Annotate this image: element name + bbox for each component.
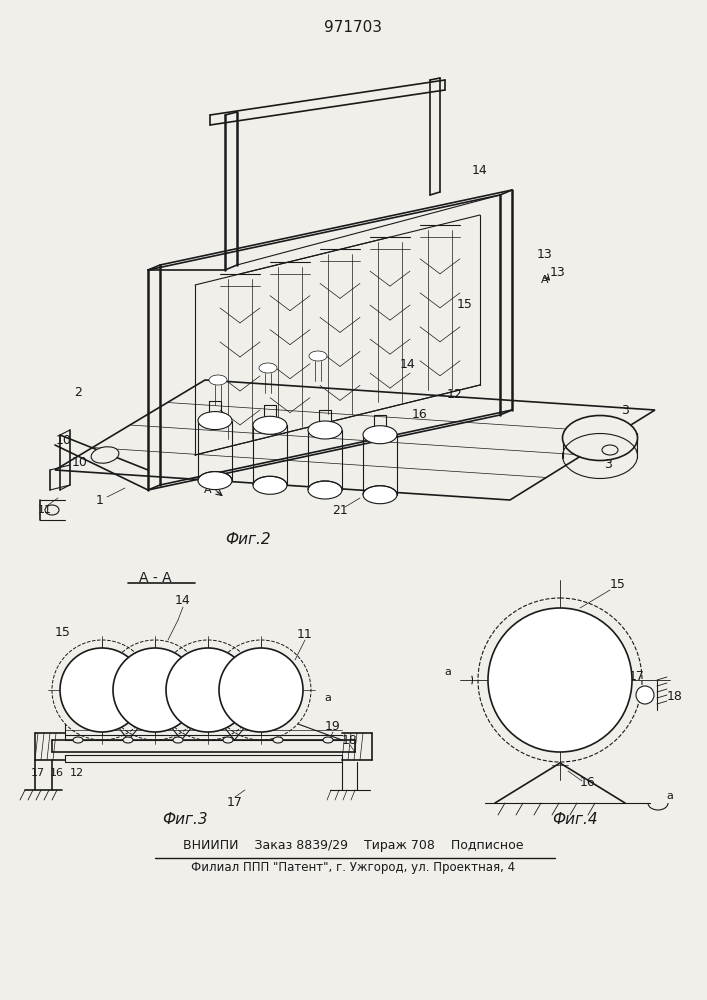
Text: 11: 11 [297,628,313,641]
Text: Фиг.3: Фиг.3 [162,812,208,828]
Text: 14: 14 [175,593,191,606]
Ellipse shape [198,412,232,430]
Ellipse shape [73,737,83,743]
Text: Фиг.4: Фиг.4 [552,812,598,828]
Text: 18: 18 [667,690,683,704]
Text: 13: 13 [550,265,566,278]
Ellipse shape [363,426,397,444]
Text: 15: 15 [55,626,71,640]
Text: 18: 18 [342,734,358,746]
Text: 17: 17 [629,670,645,684]
Ellipse shape [259,363,277,373]
Text: 15: 15 [457,298,473,312]
Text: 12: 12 [447,388,463,401]
Circle shape [113,648,197,732]
Text: A: A [204,485,212,495]
Text: 1: 1 [96,493,104,506]
Circle shape [488,608,632,752]
Ellipse shape [563,416,638,460]
Ellipse shape [173,737,183,743]
Circle shape [166,648,250,732]
Text: 19: 19 [325,720,341,732]
Ellipse shape [273,737,283,743]
Text: 21: 21 [332,504,348,516]
Ellipse shape [323,737,333,743]
Text: 17: 17 [227,796,243,810]
Text: a: a [445,667,452,677]
Ellipse shape [123,737,133,743]
Text: А - А: А - А [139,571,171,585]
Ellipse shape [209,375,227,385]
Text: A: A [541,275,549,285]
Text: 16: 16 [50,768,64,778]
Ellipse shape [253,416,287,434]
Circle shape [636,686,654,704]
Text: Филиал ППП "Патент", г. Ужгород, ул. Проектная, 4: Филиал ППП "Патент", г. Ужгород, ул. Про… [191,860,515,874]
Ellipse shape [308,421,342,439]
Ellipse shape [363,486,397,504]
Ellipse shape [91,447,119,463]
Text: 12: 12 [70,768,84,778]
Text: 13: 13 [537,248,553,261]
Text: 971703: 971703 [324,20,382,35]
Text: 3: 3 [621,403,629,416]
Text: a: a [667,791,674,801]
Text: 10: 10 [72,456,88,470]
Circle shape [219,648,303,732]
Text: 17: 17 [31,768,45,778]
Text: 11: 11 [38,505,52,515]
Text: Фиг.2: Фиг.2 [226,532,271,548]
Text: 14: 14 [472,163,488,176]
Text: 2: 2 [74,385,82,398]
Ellipse shape [223,737,233,743]
Circle shape [60,648,144,732]
Ellipse shape [198,472,232,490]
Text: 10: 10 [56,434,72,446]
Text: a: a [325,693,332,703]
Ellipse shape [602,445,618,455]
Text: 16: 16 [580,776,596,790]
Text: 15: 15 [610,578,626,591]
Ellipse shape [253,476,287,494]
Text: 16: 16 [412,408,428,422]
Text: 14: 14 [400,359,416,371]
Ellipse shape [309,351,327,361]
Text: 3: 3 [604,458,612,472]
Ellipse shape [308,481,342,499]
Text: ВНИИПИ    Заказ 8839/29    Тираж 708    Подписное: ВНИИПИ Заказ 8839/29 Тираж 708 Подписное [182,838,523,852]
